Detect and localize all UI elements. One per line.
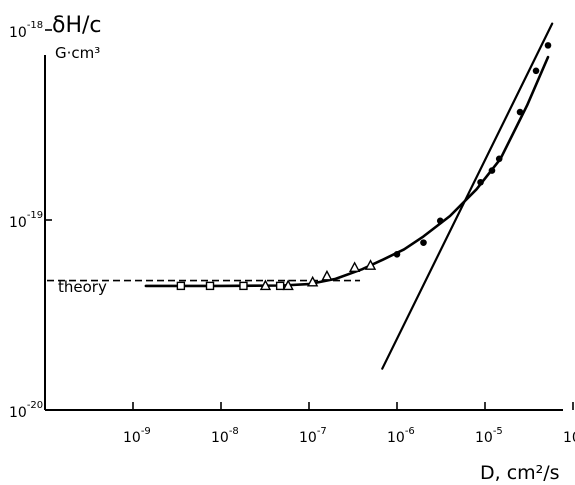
y-tick-label-1: 10-19 <box>9 210 43 231</box>
y-axis-label-line2: G·cm³ <box>55 44 100 62</box>
x-tick-label-0: 10-9 <box>123 426 151 446</box>
theory-group: theory <box>47 278 361 296</box>
circle-point-0 <box>393 250 401 258</box>
y-tick-label-2: 10-18 <box>9 20 43 41</box>
x-axis-label: D, cm²/s <box>480 462 560 484</box>
circle-point-6 <box>516 108 524 116</box>
y-axis-label: δH/c G·cm³ <box>52 13 102 62</box>
square-point-2 <box>239 281 248 291</box>
circle-point-7 <box>532 67 540 75</box>
x-tick-label-5: 10-4 <box>563 426 575 446</box>
axes <box>44 55 563 411</box>
triangle-point-5 <box>364 259 377 270</box>
square-point-3 <box>275 281 285 291</box>
circle-point-3 <box>477 178 484 186</box>
fit-curve <box>144 55 550 288</box>
y-axis-label-line1: δH/c <box>52 13 102 38</box>
triangle-point-3 <box>321 269 333 281</box>
x-tick-label-3: 10-6 <box>387 426 415 446</box>
x-tick-label-1: 10-8 <box>211 426 239 446</box>
square-point-0 <box>176 281 186 291</box>
circle-point-1 <box>420 239 427 246</box>
triangle-point-4 <box>348 261 361 273</box>
x-tick-label-4: 10-5 <box>475 426 503 446</box>
circle-point-8 <box>544 42 552 49</box>
x-tick-label-2: 10-7 <box>299 426 327 446</box>
square-point-1 <box>205 281 215 291</box>
circle-point-2 <box>436 217 444 225</box>
theory-label: theory <box>58 278 107 296</box>
data-points <box>176 42 552 291</box>
x-ticks: 10-9 10-8 10-7 10-6 10-5 10-4 <box>123 402 575 446</box>
triangle-point-0 <box>259 279 272 291</box>
triangle-point-1 <box>282 279 294 291</box>
circle-point-4 <box>488 167 496 174</box>
triangle-point-2 <box>306 275 319 287</box>
y-tick-label-0: 10-20 <box>9 400 43 421</box>
circle-point-5 <box>495 155 503 163</box>
asymptote-line <box>381 22 554 370</box>
